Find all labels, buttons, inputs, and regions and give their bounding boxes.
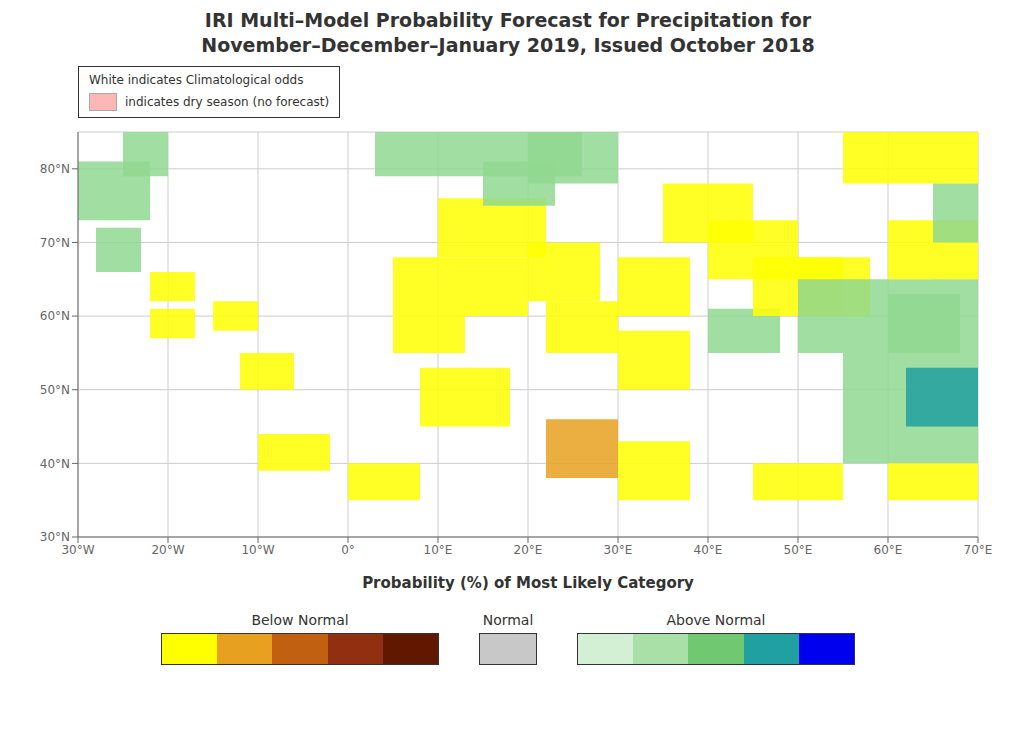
html-text:Above Normal: Above Normal bbox=[666, 612, 766, 628]
svg-text:0°: 0° bbox=[341, 543, 355, 557]
svg-text:30°W: 30°W bbox=[61, 543, 94, 557]
svg-text:60°N: 60°N bbox=[40, 309, 70, 323]
svg-text:50°E: 50°E bbox=[784, 543, 813, 557]
svg-text:Probability (%) of Most Likely: Probability (%) of Most Likely Category bbox=[362, 574, 694, 592]
svg-text:30°E: 30°E bbox=[604, 543, 633, 557]
html-text:IRI Multi–Model Probability Fo: IRI Multi–Model Probability Forecast for… bbox=[204, 9, 812, 31]
svg-text:20°E: 20°E bbox=[514, 543, 543, 557]
html-text:Below Normal: Below Normal bbox=[251, 612, 349, 628]
svg-text:10°W: 10°W bbox=[241, 543, 274, 557]
svg-text:40°E: 40°E bbox=[694, 543, 723, 557]
svg-text:30°N: 30°N bbox=[40, 530, 70, 544]
svg-text:60°E: 60°E bbox=[874, 543, 903, 557]
svg-text:70°E: 70°E bbox=[964, 543, 993, 557]
svg-text:40°N: 40°N bbox=[40, 457, 70, 471]
svg-text:10°E: 10°E bbox=[424, 543, 453, 557]
svg-text:70°N: 70°N bbox=[40, 236, 70, 250]
svg-text:50°N: 50°N bbox=[40, 383, 70, 397]
svg-text:80°N: 80°N bbox=[40, 162, 70, 176]
html-text:Normal: Normal bbox=[482, 612, 534, 628]
html-text:indicates dry season (no forec: indicates dry season (no forecast) bbox=[125, 95, 330, 109]
html-text:White indicates Climatological: White indicates Climatological odds bbox=[89, 73, 304, 87]
html-text:November–December–January 2019: November–December–January 2019, Issued O… bbox=[201, 34, 815, 56]
svg-text:20°W: 20°W bbox=[151, 543, 184, 557]
